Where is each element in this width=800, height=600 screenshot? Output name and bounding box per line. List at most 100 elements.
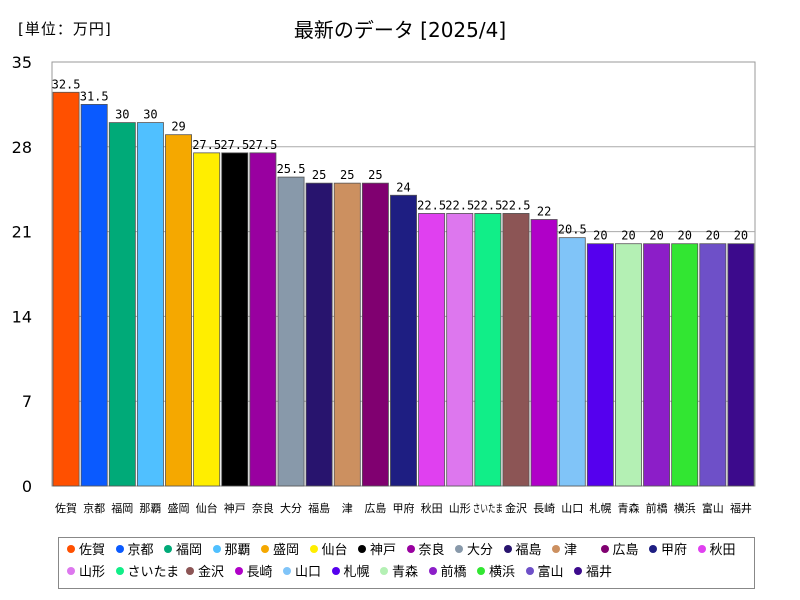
y-tick-label: 14	[12, 307, 32, 326]
bar	[193, 152, 221, 487]
data-label: 22.5	[502, 198, 531, 212]
x-tick-label: 京都	[83, 501, 105, 515]
legend-swatch	[309, 545, 318, 553]
y-tick-label: 21	[12, 223, 32, 242]
legend-swatch	[649, 545, 657, 553]
legend-swatch	[503, 545, 512, 553]
bar	[474, 213, 502, 487]
legend-swatch	[261, 545, 269, 553]
data-label: 22.5	[473, 198, 502, 212]
legend-swatch	[164, 545, 172, 553]
legend-label: 津	[564, 543, 578, 558]
data-label: 20	[706, 229, 720, 243]
x-tick-label: 山形	[449, 502, 471, 515]
bar	[586, 243, 614, 487]
legend-item: 横浜	[477, 565, 515, 581]
legend-swatch	[115, 545, 124, 553]
legend-item: 那覇	[212, 543, 251, 559]
y-tick-label: 28	[12, 138, 32, 157]
data-label: 20	[677, 229, 691, 243]
legend-item: 秋田	[697, 543, 736, 559]
legend-item: 甲府	[649, 543, 687, 559]
bar	[699, 243, 727, 487]
legend-item: 神戸	[358, 543, 396, 559]
legend-swatch	[67, 545, 75, 553]
data-label: 25	[312, 168, 326, 182]
legend-label: 盛岡	[273, 543, 300, 558]
legend-label: 金沢	[198, 565, 225, 580]
legend-item: さいたま	[115, 565, 180, 581]
bar	[221, 152, 249, 487]
legend-swatch	[67, 567, 75, 575]
legend-label: 甲府	[661, 543, 688, 558]
bar	[305, 182, 333, 487]
bar	[136, 122, 164, 487]
legend-swatch	[380, 567, 388, 575]
x-tick-label: 福岡	[111, 501, 133, 515]
legend-item: 富山	[525, 565, 564, 581]
x-tick-label: 佐賀	[55, 501, 77, 515]
legend-label: 福岡	[176, 543, 203, 558]
bar	[361, 182, 389, 487]
x-tick-label: 前橋	[646, 501, 668, 515]
data-label: 20	[621, 229, 635, 243]
x-tick-label: 奈良	[252, 501, 274, 515]
data-label: 27.5	[248, 138, 277, 152]
legend-label: さいたま	[127, 565, 180, 580]
legend-label: 那覇	[224, 543, 251, 558]
legend-swatch	[212, 545, 221, 553]
bar	[530, 219, 558, 487]
x-tick-label: 富山	[702, 501, 724, 515]
x-tick-label: 仙台	[196, 501, 218, 515]
data-label: 22.5	[417, 198, 446, 212]
x-tick-label: 長崎	[533, 501, 555, 515]
legend-item: 札幌	[331, 565, 370, 581]
data-label: 25	[340, 168, 354, 182]
x-tick-label: 札幌	[589, 501, 611, 515]
legend-label: 札幌	[343, 565, 370, 580]
x-tick-label: 那覇	[139, 502, 161, 515]
data-label: 31.5	[80, 89, 109, 103]
legend-item: 大分	[455, 543, 493, 559]
legend-label: 前橋	[440, 565, 467, 580]
legend-swatch	[406, 545, 415, 553]
data-label: 20	[734, 229, 748, 243]
bar	[558, 237, 586, 487]
x-tick-label: 大分	[280, 501, 302, 515]
legend-swatch	[186, 567, 194, 575]
bar	[390, 194, 417, 487]
legend-item: 山形	[67, 565, 105, 581]
legend-label: 仙台	[321, 543, 348, 558]
y-tick-label: 7	[22, 392, 32, 411]
x-tick-label: 横浜	[674, 501, 696, 515]
legend-swatch	[283, 567, 291, 575]
legend-label: 奈良	[418, 543, 445, 558]
data-label: 25	[368, 168, 382, 182]
legend-label: 大分	[467, 543, 494, 558]
bar	[446, 213, 474, 487]
legend-label: 広島	[612, 543, 639, 558]
legend-item: 盛岡	[261, 543, 299, 559]
bar	[615, 243, 642, 487]
data-label: 22.5	[445, 198, 474, 212]
bar	[671, 243, 699, 487]
legend-label: 青森	[392, 565, 419, 580]
x-tick-label: 秋田	[421, 501, 443, 515]
legend-item: 津	[552, 543, 577, 559]
legend-item: 広島	[600, 543, 639, 559]
x-tick-label: 広島	[364, 501, 386, 515]
legend-item: 前橋	[428, 565, 467, 581]
data-label: 20.5	[558, 223, 587, 237]
chart-title: 最新のデータ [2025/4]	[293, 18, 507, 42]
data-label: 29	[171, 120, 185, 134]
legend-swatch	[552, 545, 560, 553]
legend-swatch	[574, 567, 582, 575]
legend-swatch	[525, 567, 534, 575]
data-label: 20	[649, 229, 663, 243]
legend-label: 長崎	[246, 565, 273, 580]
data-label: 27.5	[220, 138, 249, 152]
x-tick-label: 津	[342, 502, 353, 515]
legend-item: 福岡	[164, 543, 202, 559]
legend-item: 福島	[503, 543, 542, 559]
legend-swatch	[331, 567, 340, 575]
